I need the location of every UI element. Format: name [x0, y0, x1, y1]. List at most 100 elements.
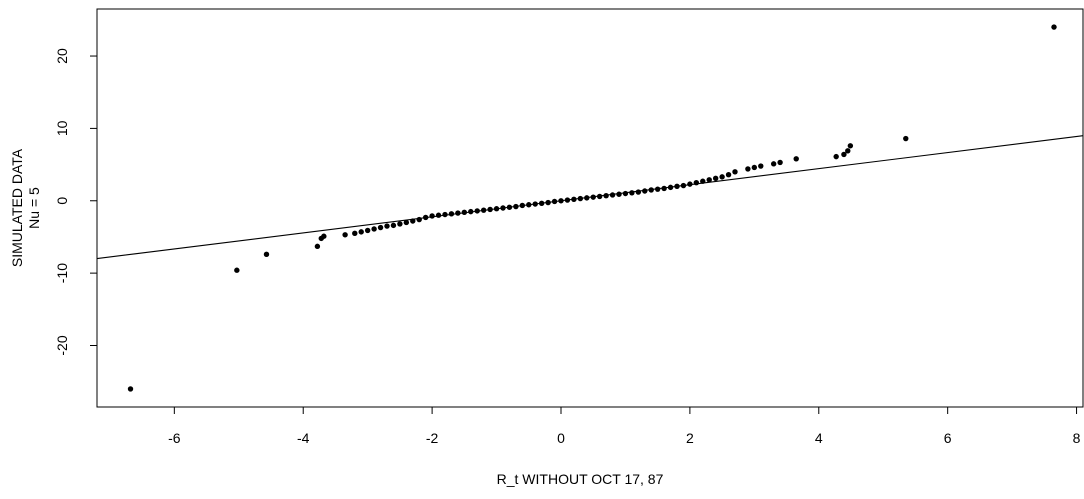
- data-point: [429, 213, 435, 219]
- data-point: [487, 206, 493, 213]
- data-point: [461, 209, 468, 216]
- x-tick-label: 0: [557, 430, 565, 446]
- data-point: [352, 230, 358, 237]
- x-axis: -6 -4 -2 0 2 4 6 8: [168, 407, 1081, 446]
- y-axis-label-line1: SIMULATED DATA: [9, 148, 25, 267]
- data-point: [234, 267, 240, 273]
- data-point: [390, 222, 397, 229]
- x-tick-label: -4: [297, 430, 310, 446]
- data-point: [314, 243, 321, 250]
- data-point: [397, 221, 403, 227]
- y-tick-label: -10: [54, 263, 70, 283]
- data-point: [321, 233, 327, 239]
- data-point: [667, 184, 674, 191]
- x-tick-label: -6: [168, 430, 181, 446]
- y-axis-label-line2: Nu = 5: [26, 187, 42, 229]
- data-point: [777, 159, 783, 166]
- data-point: [480, 207, 487, 213]
- data-point: [725, 172, 732, 178]
- reference-line: [96, 135, 1084, 260]
- y-tick-label: -20: [54, 335, 70, 355]
- data-point: [845, 148, 851, 154]
- data-point: [558, 198, 564, 204]
- data-point: [474, 208, 480, 214]
- reference-line-layer: [96, 135, 1084, 260]
- data-point: [422, 214, 429, 221]
- data-point: [577, 195, 584, 202]
- data-point: [435, 212, 442, 218]
- data-point: [493, 206, 500, 212]
- data-point: [700, 178, 706, 184]
- data-point: [745, 166, 751, 172]
- data-point: [751, 164, 758, 171]
- data-point: [654, 186, 661, 192]
- data-point: [519, 202, 526, 209]
- data-point: [403, 219, 410, 226]
- data-point: [538, 200, 545, 206]
- data-point: [770, 161, 777, 167]
- data-point: [732, 169, 738, 175]
- data-point: [364, 227, 371, 234]
- y-tick-label: 10: [54, 120, 70, 136]
- data-point: [648, 187, 654, 193]
- data-point: [642, 188, 648, 194]
- data-point: [513, 203, 519, 210]
- data-point: [629, 190, 635, 196]
- data-point: [693, 179, 700, 186]
- data-point: [127, 386, 134, 392]
- data-point: [442, 211, 448, 218]
- data-point: [687, 181, 693, 187]
- data-point: [551, 198, 558, 205]
- data-point: [833, 153, 839, 160]
- data-point: [616, 191, 622, 197]
- data-point: [712, 175, 719, 182]
- x-axis-label: R_t WITHOUT OCT 17, 87: [497, 471, 664, 487]
- data-point: [661, 185, 667, 192]
- points-layer: [127, 24, 1057, 392]
- data-point: [596, 193, 603, 200]
- data-point: [674, 183, 680, 189]
- x-tick-label: 4: [815, 430, 823, 446]
- data-point: [410, 218, 416, 224]
- y-tick-label: 0: [54, 197, 70, 205]
- data-point: [342, 232, 348, 238]
- data-point: [358, 229, 364, 235]
- data-point: [903, 135, 909, 142]
- data-point: [1051, 24, 1057, 30]
- x-tick-label: -2: [426, 430, 439, 446]
- data-point: [706, 177, 712, 183]
- data-point: [609, 192, 616, 198]
- data-point: [622, 190, 629, 197]
- data-point: [468, 208, 474, 215]
- data-point: [603, 192, 609, 199]
- y-tick-label: 20: [54, 48, 70, 64]
- y-axis: -20 -10 0 10 20: [54, 48, 97, 356]
- data-point: [590, 194, 596, 200]
- data-point: [680, 182, 687, 189]
- x-tick-label: 6: [944, 430, 952, 446]
- data-point: [448, 211, 455, 217]
- data-point: [793, 156, 799, 162]
- data-point: [526, 202, 532, 208]
- data-point: [564, 197, 571, 203]
- data-point: [532, 201, 538, 207]
- data-point: [263, 251, 270, 258]
- data-point: [584, 195, 590, 201]
- plot-frame: [96, 8, 1084, 408]
- x-tick-label: 2: [686, 430, 694, 446]
- data-point: [758, 163, 764, 169]
- data-point: [719, 174, 725, 180]
- data-point: [506, 204, 513, 210]
- data-point: [416, 216, 422, 223]
- data-point: [455, 210, 461, 216]
- x-tick-label: 8: [1073, 430, 1081, 446]
- data-point: [371, 226, 377, 232]
- data-point: [847, 143, 854, 149]
- data-point: [384, 223, 390, 229]
- data-point: [571, 196, 577, 203]
- data-point: [841, 151, 847, 158]
- data-point: [545, 199, 551, 206]
- data-point: [377, 224, 384, 231]
- data-point: [500, 205, 506, 211]
